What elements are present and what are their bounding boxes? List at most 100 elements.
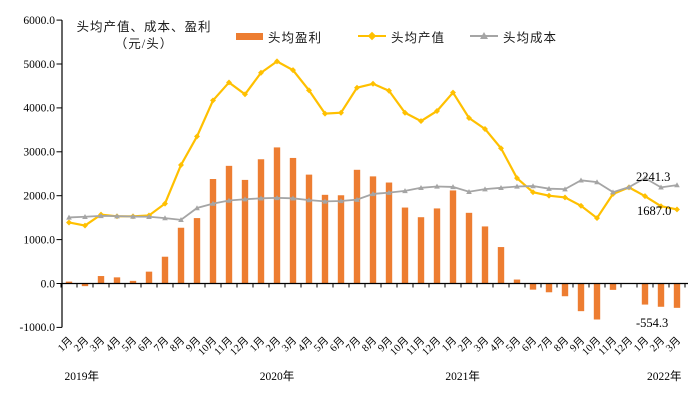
- year-label: 2022年: [647, 369, 682, 383]
- profit-bar-swatch-icon: [236, 32, 263, 40]
- output-marker-icon: [402, 109, 408, 116]
- month-label: 7月: [535, 335, 555, 355]
- cost-marker-icon: [578, 177, 584, 183]
- y-axis-title: 头均产值、成本、盈利 （元/头）: [64, 19, 224, 52]
- legend-item-profit: 头均盈利: [236, 28, 323, 45]
- profit-bar: [417, 217, 425, 284]
- month-label: 8月: [359, 335, 379, 355]
- legend-item-output: 头均产值: [358, 28, 446, 45]
- cost-marker-icon: [498, 184, 504, 190]
- profit-bar: [129, 280, 137, 284]
- output-line-swatch-icon: [358, 31, 386, 41]
- cost-marker-icon: [258, 195, 264, 201]
- legend-label-profit: 头均盈利: [268, 30, 323, 45]
- profit-bar: [113, 277, 121, 284]
- month-label: 1月: [439, 335, 459, 355]
- profit-bar: [481, 226, 489, 284]
- cost-end-label: 2241.3: [636, 170, 671, 184]
- cost-marker-icon: [626, 184, 632, 190]
- output-marker-icon: [306, 87, 312, 94]
- cost-marker-icon: [274, 195, 280, 201]
- cost-marker-icon: [306, 197, 312, 203]
- cost-marker-icon: [482, 186, 488, 192]
- profit-bar: [161, 256, 169, 284]
- month-label: 3月: [471, 335, 491, 355]
- cost-line-swatch-icon: [470, 31, 498, 41]
- month-label: 5月: [311, 335, 331, 355]
- month-label: 5月: [119, 335, 139, 355]
- cost-marker-icon: [82, 213, 88, 219]
- cost-marker-icon: [194, 205, 200, 211]
- cost-marker-icon: [610, 189, 616, 195]
- cost-marker-icon: [562, 186, 568, 192]
- profit-bar: [513, 279, 521, 284]
- output-marker-icon: [466, 115, 472, 121]
- profit-bar: [97, 276, 105, 284]
- month-label: 8月: [551, 335, 571, 355]
- profit-bar: [273, 147, 281, 284]
- profit-bar: [145, 271, 153, 284]
- cost-marker-icon: [66, 214, 72, 220]
- output-marker-icon: [66, 219, 72, 226]
- cost-marker-icon: [354, 196, 360, 202]
- cost-marker-icon: [530, 183, 536, 189]
- cost-marker-icon: [226, 197, 232, 203]
- y-axis-title-line1: 头均产值、成本、盈利: [76, 20, 212, 34]
- profit-bar: [449, 190, 457, 284]
- cost-marker-icon: [130, 213, 136, 219]
- cost-marker-icon: [514, 183, 520, 189]
- cost-marker-icon: [242, 196, 248, 202]
- cost-marker-icon: [450, 184, 456, 190]
- profit-bar: [545, 283, 553, 293]
- profit-bar: [209, 179, 217, 284]
- month-label: 8月: [167, 335, 187, 355]
- month-label: 2月: [263, 335, 283, 355]
- output-marker-icon: [162, 200, 168, 207]
- cost-marker-icon: [386, 189, 392, 195]
- month-label: 5月: [503, 335, 523, 355]
- profit-bar: [289, 157, 297, 284]
- profit-bar: [337, 195, 345, 284]
- output-marker-icon: [482, 126, 488, 132]
- month-label: 7月: [151, 335, 171, 355]
- output-end-label: 1687.0: [637, 204, 672, 218]
- legend-label-cost: 头均成本: [503, 30, 558, 45]
- cost-marker-icon: [466, 188, 472, 194]
- month-label: 7月: [343, 335, 363, 355]
- profit-bar: [305, 174, 313, 284]
- month-label: 3月: [87, 335, 107, 355]
- output-marker-icon: [370, 80, 376, 87]
- cost-marker-icon: [114, 213, 120, 219]
- profit-bar: [321, 194, 329, 284]
- profit-bar: [241, 179, 249, 284]
- profit-bar: [577, 283, 585, 312]
- profit-bar: [657, 283, 665, 307]
- cost-marker-icon: [98, 213, 104, 219]
- cost-marker-icon: [162, 215, 168, 221]
- cost-marker-icon: [418, 184, 424, 190]
- profit-bar: [561, 283, 569, 297]
- cost-marker-icon: [338, 198, 344, 204]
- month-label: 1月: [247, 335, 267, 355]
- profit-bar: [673, 283, 681, 308]
- month-label: 6月: [519, 335, 539, 355]
- output-marker-icon: [338, 109, 344, 116]
- profit-bar: [465, 212, 473, 284]
- legend-label-output: 头均产值: [391, 30, 446, 45]
- month-label: 2月: [71, 335, 91, 355]
- y-axis-title-line2: （元/头）: [114, 36, 174, 51]
- month-label: 4月: [295, 335, 315, 355]
- profit-bar: [193, 218, 201, 284]
- month-label: 3月: [663, 335, 683, 355]
- cost-marker-icon: [434, 183, 440, 189]
- y-tick-label: 2000.0: [23, 191, 55, 203]
- output-marker-icon: [194, 133, 200, 140]
- output-marker-icon: [322, 110, 328, 117]
- cost-marker-icon: [370, 191, 376, 197]
- month-label: 4月: [103, 335, 123, 355]
- year-label: 2021年: [445, 369, 480, 383]
- month-label: 1月: [55, 335, 75, 355]
- month-label: 1月: [631, 335, 651, 355]
- legend-item-cost: 头均成本: [470, 28, 558, 45]
